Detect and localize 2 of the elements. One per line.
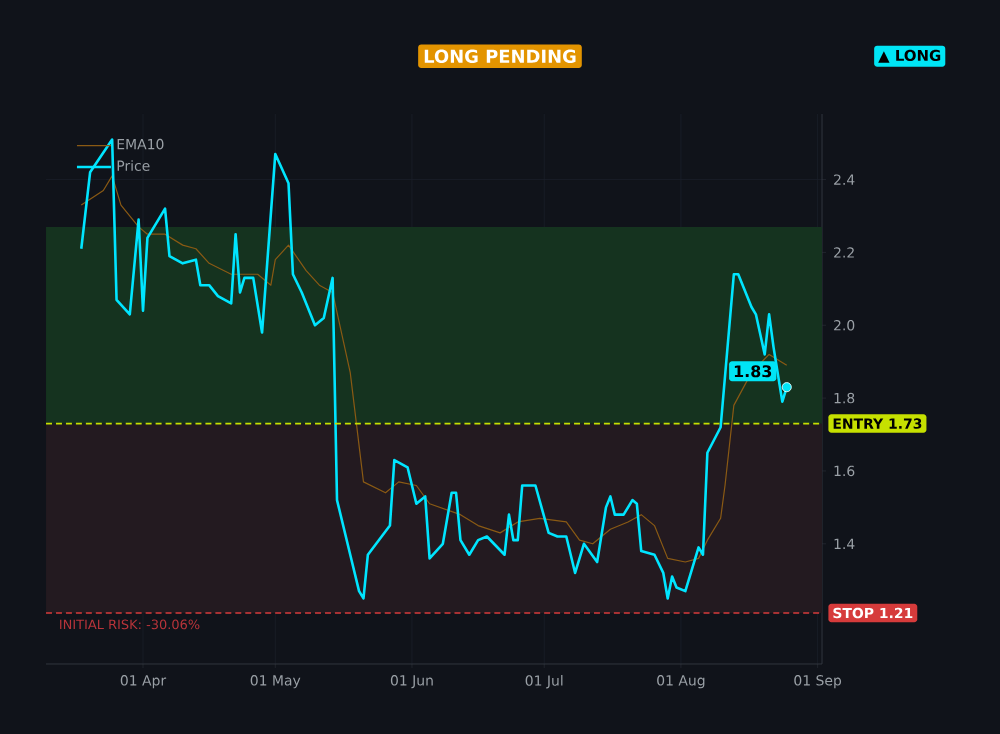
text: LONG PENDING — [424, 49, 576, 64]
line-series — [80, 175, 788, 563]
